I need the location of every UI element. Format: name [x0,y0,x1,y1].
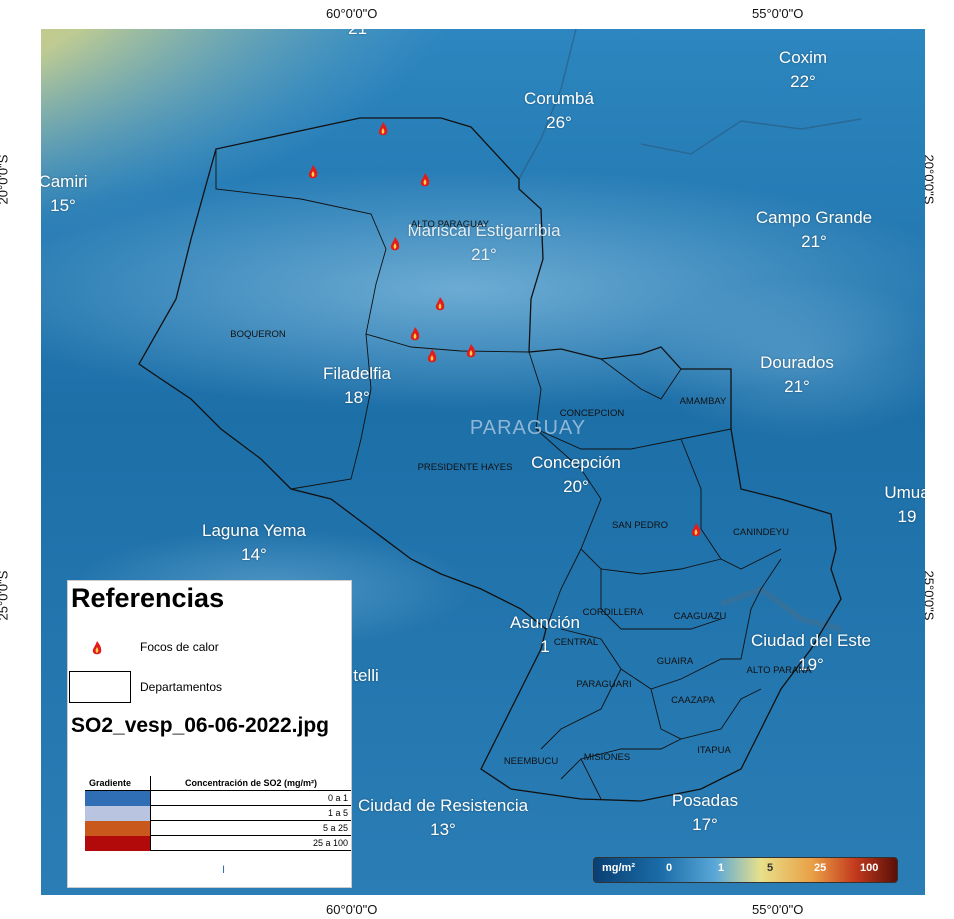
grid-label-bottom-right: 55°0'0"O [752,902,804,917]
department-label: PRESIDENTE HAYES [417,462,513,473]
fire-icon [378,122,388,136]
gradient-table: Gradiente Concentración de SO2 (mg/m²) 0… [85,776,351,851]
table-row: 5 a 25 [85,820,351,836]
legend-item-departments: Departamentos [140,680,223,694]
city-label: Campo Grande 21° [755,208,873,251]
hotspots-layer [308,122,701,537]
department-borders [215,149,782,800]
table-row: 0 a 1 [85,790,351,806]
city-label: 21° [348,29,374,41]
river-line [719,585,842,632]
department-label: CORDILLERA [582,607,644,618]
department-label: CENTRAL [553,637,599,648]
city-label: Camiri 15° [41,172,88,215]
color-swatch [85,820,151,836]
range-value: 0 a 1 [150,790,351,806]
department-label: CAAGUAZU [673,611,727,622]
city-label: Ciudad del Este 19° [750,631,872,674]
country-label: PARAGUAY [469,417,587,439]
city-label: telli [353,666,379,685]
fire-icon [308,165,318,179]
city-label: Posadas 17° [671,791,739,834]
range-value: 1 a 5 [150,805,351,821]
scale-tick: 5 [767,862,774,874]
city-label: Ciudad de Resistencia 13° [357,796,529,839]
city-label: Umua 19 [884,483,925,526]
grid-label-bottom-left: 60°0'0"O [326,902,378,917]
color-swatch [85,835,151,851]
department-label: CANINDEYU [733,527,789,538]
so2-light-east [641,279,925,439]
department-label: GUAIRA [656,656,694,667]
department-label: ALTO PARAGUAY [411,219,489,230]
river-line [518,29,577,180]
city-label: Filadelfia 18° [322,364,392,407]
department-label: NEEMBUCU [503,756,559,767]
polygon-outline-icon [69,671,131,703]
color-swatch [85,805,151,821]
color-scale-bar: mg/m² 0 1 5 25 100 [593,857,898,883]
city-label: Concepción 20° [531,453,621,496]
fire-icon [92,641,102,655]
city-label: Mariscal Estigarribia 21° [407,221,561,264]
department-label: SAN PEDRO [612,520,668,531]
department-label: CAAZAPA [671,695,715,706]
gradient-header: Gradiente [85,776,151,791]
scale-tick: 1 [718,862,725,874]
legend-panel: Referencias Focos de calor Departamentos… [67,580,352,888]
color-swatch [85,790,151,806]
grid-label-top-left: 60°0'0"O [326,6,378,21]
fire-icon [390,237,400,251]
legend-footnote: I [222,864,226,876]
concentration-header: Concentración de SO2 (mg/m²) [150,776,351,791]
fire-icon [691,523,701,537]
range-value: 5 a 25 [150,820,351,836]
legend-item-hotspots: Focos de calor [140,640,219,654]
table-row: 1 a 5 [85,805,351,821]
department-label: ALTO PARANA [746,665,812,676]
fire-icon [466,344,476,358]
scale-tick: 25 [814,862,827,874]
legend-title: Referencias [71,583,225,613]
river-line [640,118,862,155]
city-label: Asunción 1 [510,613,580,656]
grid-label-top-right: 55°0'0"O [752,6,804,21]
fire-icon [410,327,420,341]
legend-file-name: SO2_vesp_06-06-2022.jpg [71,714,329,737]
grid-label-left-lower: 25°0'0"S [0,570,11,621]
city-label: Laguna Yema 14° [202,521,306,564]
paraguay-outline [138,117,842,802]
grid-label-left-upper: 20°0'0"S [0,154,11,205]
scale-tick: 100 [860,862,879,874]
scale-unit: mg/m² [602,862,635,874]
so2-plume [41,29,691,359]
city-label: Dourados 21° [760,353,834,396]
fire-icon [427,349,437,363]
table-row: 25 a 100 [85,835,351,851]
city-label: Corumbá 26° [524,89,594,132]
fire-icon [420,173,430,187]
department-label: BOQUERON [230,329,286,340]
department-label: CONCEPCION [559,408,625,419]
city-label: Coxim 22° [778,48,828,91]
department-label: AMAMBAY [679,396,727,407]
fire-icon [435,297,445,311]
department-label: MISIONES [583,752,631,763]
department-label: ITAPUA [697,745,731,756]
range-value: 25 a 100 [150,835,351,851]
department-label: PARAGUARI [576,679,632,690]
scale-tick: 0 [666,862,673,874]
